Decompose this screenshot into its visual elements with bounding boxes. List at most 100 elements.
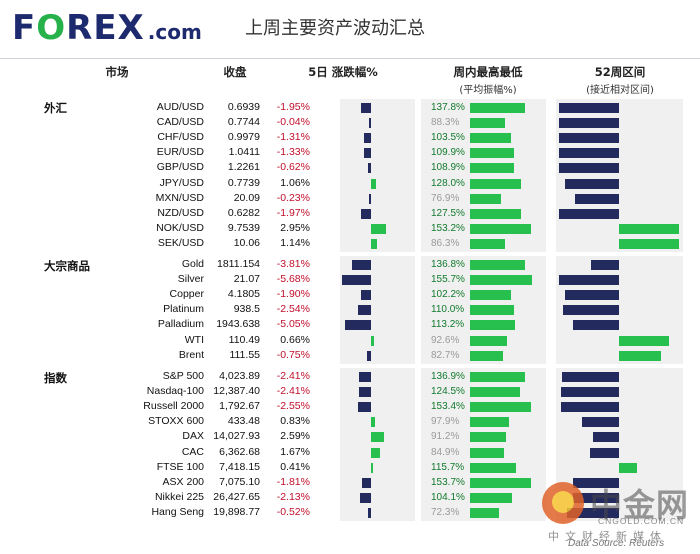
year-range-bar xyxy=(619,462,637,473)
table-row[interactable]: FTSE 100 7,418.15 0.41% 115.7% xyxy=(0,460,700,475)
year-range-bar xyxy=(619,238,679,249)
table-row[interactable]: CAC 6,362.68 1.67% 84.9% xyxy=(0,445,700,460)
week-range-value: 72.3% xyxy=(431,506,460,518)
logo-text: FOREX xyxy=(12,8,145,48)
week-range-value: 102.2% xyxy=(431,289,465,301)
year-range-bar xyxy=(564,178,619,189)
year-range-bar xyxy=(567,507,619,518)
week-range-bar xyxy=(470,417,510,428)
table-row[interactable]: S&P 500 4,023.89 -2.41% 136.9% xyxy=(0,369,700,384)
week-range-value: 113.2% xyxy=(431,319,465,331)
table-row[interactable]: ASX 200 7,075.10 -1.81% 153.7% xyxy=(0,475,700,490)
asset-name: Copper xyxy=(169,288,204,301)
table-row[interactable]: WTI 110.49 0.66% 92.6% xyxy=(0,333,700,348)
week-range-bar xyxy=(470,118,506,129)
year-range-bar xyxy=(565,290,619,301)
close-value: 6,362.68 xyxy=(219,445,260,458)
table-row[interactable]: GBP/USD 1.2261 -0.62% 108.9% xyxy=(0,160,700,175)
table-row[interactable]: Palladium 1943.638 -5.05% 113.2% xyxy=(0,317,700,332)
year-range-bar xyxy=(619,335,669,346)
week-range-value: 137.8% xyxy=(431,102,465,113)
asset-name: Palladium xyxy=(157,318,204,331)
table-row[interactable]: STOXX 600 433.48 0.83% 97.9% xyxy=(0,414,700,429)
week-range-value: 153.7% xyxy=(431,476,465,488)
table-row[interactable]: SEK/USD 10.06 1.14% 86.3% xyxy=(0,236,700,251)
asset-name: Hang Seng xyxy=(151,505,204,518)
year-range-bar xyxy=(575,193,619,204)
week-range-value: 108.9% xyxy=(431,162,465,174)
change-percent: 0.66% xyxy=(280,333,310,346)
week-range-bar xyxy=(470,208,521,219)
table-row[interactable]: NZD/USD 0.6282 -1.97% 127.5% xyxy=(0,206,700,221)
change-percent: -5.68% xyxy=(276,273,310,286)
table-row[interactable]: Gold 1811.154 -3.81% 136.8% xyxy=(0,257,700,272)
table-row[interactable]: Platinum 938.5 -2.54% 110.0% xyxy=(0,302,700,317)
year-range-bar xyxy=(559,133,619,144)
table-row[interactable]: CHF/USD 0.9979 -1.31% 103.5% xyxy=(0,130,700,145)
change-percent: -0.62% xyxy=(276,161,310,174)
table-row[interactable]: EUR/USD 1.0411 -1.33% 109.9% xyxy=(0,145,700,160)
asset-name: Nasdaq-100 xyxy=(146,385,204,398)
change-percent: 1.06% xyxy=(280,176,310,189)
column-panel-background xyxy=(340,368,415,521)
table-row[interactable]: Hang Seng 19,898.77 -0.52% 72.3% xyxy=(0,505,700,520)
week-range-value: 155.7% xyxy=(431,274,465,286)
table-row[interactable]: DAX 14,027.93 2.59% 91.2% xyxy=(0,429,700,444)
table-row[interactable]: CAD/USD 0.7744 -0.04% 88.3% xyxy=(0,115,700,130)
year-range-sublabel: (接近相对区间) xyxy=(586,85,654,96)
close-value: 1,792.67 xyxy=(219,400,260,413)
asset-name: CAC xyxy=(181,445,204,458)
week-range-value: 88.3% xyxy=(431,117,460,129)
close-value: 7,418.15 xyxy=(219,460,260,473)
week-range-value: 136.9% xyxy=(431,371,465,382)
category-label: 大宗商品 xyxy=(44,259,90,273)
table-row[interactable]: NOK/USD 9.7539 2.95% 153.2% xyxy=(0,221,700,236)
close-value: 0.9979 xyxy=(227,131,260,144)
week-range-value: 97.9% xyxy=(431,416,460,428)
week-range-bar xyxy=(470,372,525,382)
week-range-label: 周内最高最低 xyxy=(453,65,523,79)
category-label: 指数 xyxy=(44,371,67,385)
table-row[interactable]: Nasdaq-100 12,387.40 -2.41% 124.5% xyxy=(0,384,700,399)
close-value: 26,427.65 xyxy=(213,490,260,503)
change-percent: -1.33% xyxy=(276,146,310,159)
table-row[interactable]: JPY/USD 0.7739 1.06% 128.0% xyxy=(0,176,700,191)
change-percent: 0.83% xyxy=(280,415,310,428)
change-bar xyxy=(358,372,371,382)
change-bar xyxy=(369,118,371,129)
change-percent: -0.04% xyxy=(276,116,310,129)
close-value: 4,023.89 xyxy=(219,370,260,382)
week-range-bar xyxy=(470,507,499,518)
watermark-url: CNGOLD.COM.CN xyxy=(598,516,685,526)
year-range-bar xyxy=(572,477,619,488)
table-row[interactable]: MXN/USD 20.09 -0.23% 76.9% xyxy=(0,191,700,206)
table-row[interactable]: Russell 2000 1,792.67 -2.55% 153.4% xyxy=(0,399,700,414)
change-bar xyxy=(357,402,371,413)
change-percent: -1.97% xyxy=(276,206,310,219)
week-range-value: 127.5% xyxy=(431,207,465,219)
asset-name: Nikkei 225 xyxy=(154,490,204,503)
table-row[interactable]: AUD/USD 0.6939 -1.95% 137.8% xyxy=(0,100,700,115)
change-percent: -1.31% xyxy=(276,131,310,144)
week-range-bar xyxy=(470,387,520,398)
year-range-bar xyxy=(572,492,619,503)
table-row[interactable]: Brent 111.55 -0.75% 82.7% xyxy=(0,348,700,363)
data-source-note: Data Source: Reuters xyxy=(568,538,665,549)
table-row[interactable]: Silver 21.07 -5.68% 155.7% xyxy=(0,272,700,287)
change-percent: -0.75% xyxy=(276,348,310,361)
change-bar xyxy=(361,103,371,113)
week-range-bar xyxy=(470,447,504,458)
column-header-close: 收盘 xyxy=(223,65,247,79)
close-value: 20.09 xyxy=(233,191,260,204)
asset-name: Russell 2000 xyxy=(143,400,204,413)
change-bar xyxy=(358,387,371,398)
table-row[interactable]: Copper 4.1805 -1.90% 102.2% xyxy=(0,287,700,302)
forex-logo[interactable]: FOREX .com xyxy=(12,6,202,54)
close-value: 0.6282 xyxy=(227,206,260,219)
column-header-market: 市场 xyxy=(105,65,129,79)
logo-o-accent: O xyxy=(36,8,67,48)
asset-name: Platinum xyxy=(163,303,204,316)
year-range-bar xyxy=(591,260,619,270)
week-range-bar xyxy=(470,133,512,144)
table-row[interactable]: Nikkei 225 26,427.65 -2.13% 104.1% xyxy=(0,490,700,505)
